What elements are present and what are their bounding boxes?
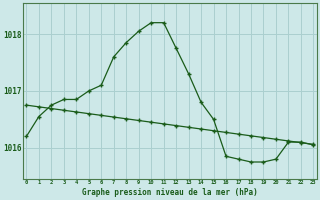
X-axis label: Graphe pression niveau de la mer (hPa): Graphe pression niveau de la mer (hPa) — [82, 188, 258, 197]
